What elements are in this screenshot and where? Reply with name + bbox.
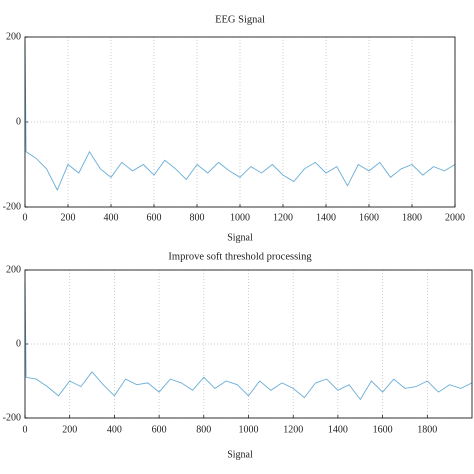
y-tick-label: -200 bbox=[3, 201, 21, 212]
signal-line bbox=[24, 41, 456, 192]
chart-title: Improve soft threshold processing bbox=[168, 251, 312, 262]
x-tick-label: 200 bbox=[62, 424, 77, 435]
x-tick-label: 1800 bbox=[402, 212, 422, 223]
x-tick-label: 1400 bbox=[328, 424, 348, 435]
x-tick-label: 1600 bbox=[373, 424, 393, 435]
x-tick-label: 0 bbox=[23, 212, 28, 223]
x-axis-label: Signal bbox=[227, 232, 253, 243]
x-axis-label: Signal bbox=[227, 449, 253, 460]
x-tick-label: 800 bbox=[190, 212, 205, 223]
y-tick-label: 200 bbox=[6, 31, 21, 42]
x-tick-label: 200 bbox=[61, 212, 76, 223]
y-tick-label: -200 bbox=[3, 412, 21, 423]
x-tick-label: 1400 bbox=[316, 212, 336, 223]
x-tick-label: 400 bbox=[107, 424, 122, 435]
x-tick-label: 0 bbox=[23, 424, 28, 435]
x-tick-label: 400 bbox=[104, 212, 119, 223]
y-tick-label: 0 bbox=[16, 116, 21, 127]
x-tick-label: 2000 bbox=[445, 212, 465, 223]
x-tick-label: 1600 bbox=[359, 212, 379, 223]
y-tick-label: 0 bbox=[16, 338, 21, 349]
x-tick-label: 600 bbox=[147, 212, 162, 223]
plot-frame bbox=[24, 36, 456, 208]
x-tick-label: 1000 bbox=[230, 212, 250, 223]
x-tick-label: 1000 bbox=[239, 424, 259, 435]
signal-line bbox=[24, 281, 473, 401]
x-tick-label: 800 bbox=[196, 424, 211, 435]
chart-title: EEG Signal bbox=[215, 14, 265, 25]
x-tick-label: 1200 bbox=[283, 424, 303, 435]
y-tick-label: 200 bbox=[6, 264, 21, 275]
plot-frame bbox=[24, 269, 473, 419]
x-tick-label: 600 bbox=[152, 424, 167, 435]
x-tick-label: 1200 bbox=[273, 212, 293, 223]
x-tick-label: 1800 bbox=[417, 424, 437, 435]
